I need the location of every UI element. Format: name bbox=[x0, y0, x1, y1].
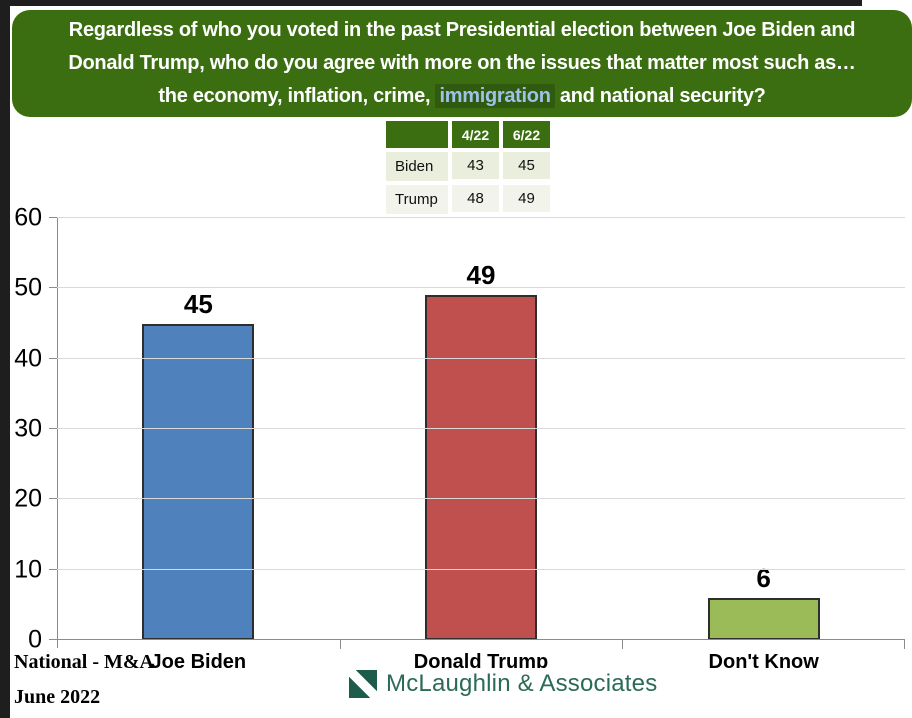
gridline-40 bbox=[57, 357, 905, 359]
table-biden-april: 43 bbox=[452, 152, 499, 179]
bar-value-donald-trump: 49 bbox=[466, 260, 496, 291]
table-header-june: 6/22 bbox=[503, 121, 550, 148]
table-header-april: 4/22 bbox=[452, 121, 499, 148]
x-axis-tick-3 bbox=[904, 640, 905, 649]
y-tick-60 bbox=[49, 217, 57, 218]
table-trump-april: 48 bbox=[452, 185, 499, 212]
bar-chart-plot-area: 45 49 6 bbox=[49, 217, 905, 649]
bar-group-donald-trump: 49 bbox=[340, 218, 623, 640]
y-tick-20 bbox=[49, 498, 57, 500]
mclaughlin-logo-text: McLaughlin & Associates bbox=[386, 670, 658, 697]
y-tick-10 bbox=[49, 568, 57, 570]
bar-value-dont-know: 6 bbox=[756, 562, 771, 593]
category-label-donald-trump: Donald Trump bbox=[413, 651, 549, 673]
y-tick-label-60: 60 bbox=[14, 203, 42, 232]
bar-dont-know bbox=[707, 597, 820, 640]
y-tick-label-30: 30 bbox=[14, 414, 42, 443]
question-header: Regardless of who you voted in the past … bbox=[12, 10, 912, 117]
immigration-highlight: immigration bbox=[435, 84, 555, 108]
y-tick-label-10: 10 bbox=[14, 555, 42, 584]
table-trump-june: 49 bbox=[503, 185, 550, 212]
question-line-3: the economy, inflation, crime, immigrati… bbox=[158, 80, 766, 113]
question-line-3-before: the economy, inflation, crime, bbox=[158, 85, 436, 107]
question-line-1: Regardless of who you voted in the past … bbox=[68, 19, 856, 41]
bar-joe-biden bbox=[142, 323, 255, 640]
y-tick-30 bbox=[49, 428, 57, 429]
source-line-1: National - M&A bbox=[14, 651, 154, 673]
y-tick-0 bbox=[49, 639, 57, 640]
y-tick-label-40: 40 bbox=[14, 344, 42, 373]
bar-group-dont-know: 6 bbox=[622, 218, 905, 640]
y-tick-50 bbox=[49, 287, 57, 289]
source-line-2: June 2022 bbox=[14, 686, 101, 708]
source-note: National - M&A June 2022 bbox=[14, 645, 154, 715]
x-axis-baseline bbox=[57, 639, 905, 640]
bar-group-joe-biden: 45 bbox=[57, 218, 340, 640]
window-top-edge bbox=[10, 0, 862, 6]
category-label-dont-know: Don't Know bbox=[708, 651, 819, 673]
x-axis-category-labels: Joe Biden Donald Trump Don't Know bbox=[57, 651, 905, 674]
y-tick-label-20: 20 bbox=[14, 484, 42, 513]
y-tick-40 bbox=[49, 357, 57, 359]
table-corner-cell bbox=[386, 121, 448, 148]
bar-donald-trump bbox=[424, 295, 537, 640]
x-axis-tick-2 bbox=[622, 640, 624, 649]
gridline-20 bbox=[57, 498, 905, 500]
y-axis-line bbox=[57, 218, 58, 648]
table-row-trump-label: Trump bbox=[386, 185, 448, 214]
category-label-joe-biden: Joe Biden bbox=[150, 651, 247, 673]
x-axis-tick-1 bbox=[339, 640, 341, 649]
y-tick-label-0: 0 bbox=[28, 625, 42, 654]
mclaughlin-logo: McLaughlin & Associates bbox=[347, 668, 672, 702]
question-line-3-after: and national security? bbox=[554, 85, 766, 107]
gridline-10 bbox=[57, 568, 905, 570]
mclaughlin-logo-icon bbox=[349, 670, 377, 698]
y-axis-labels: 0 10 20 30 40 50 60 bbox=[0, 205, 46, 652]
bar-value-joe-biden: 45 bbox=[183, 288, 213, 319]
gridline-30 bbox=[57, 428, 905, 429]
question-line-2: Donald Trump, who do you agree with more… bbox=[68, 52, 856, 74]
table-row-biden-label: Biden bbox=[386, 152, 448, 181]
y-tick-label-50: 50 bbox=[14, 273, 42, 302]
gridline-50 bbox=[57, 287, 905, 289]
trend-comparison-table: 4/22 6/22 Biden 43 45 Trump 48 49 bbox=[386, 121, 550, 214]
gridline-60 bbox=[57, 217, 905, 218]
window-left-edge bbox=[0, 0, 10, 718]
table-biden-june: 45 bbox=[503, 152, 550, 179]
